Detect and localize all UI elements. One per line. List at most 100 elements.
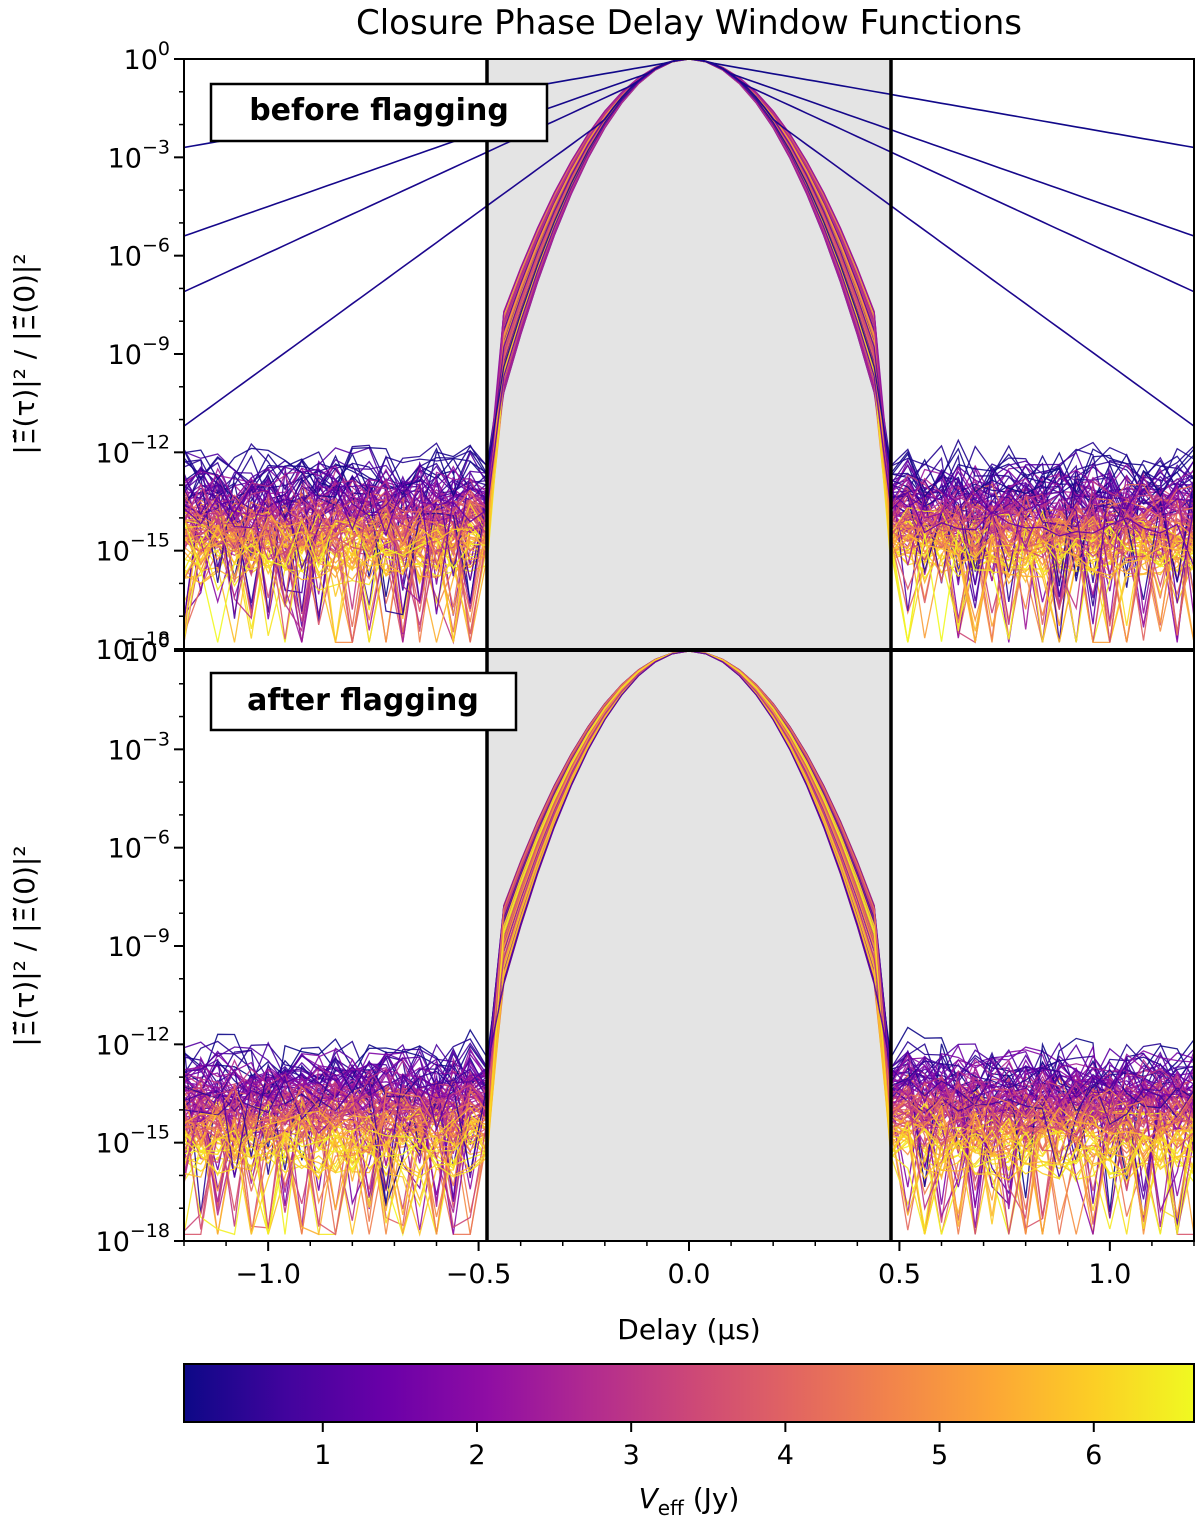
window-function-line xyxy=(184,651,1194,1207)
y-tick-label: 10−18 xyxy=(96,628,170,666)
panel-label-box: after flagging xyxy=(209,671,518,732)
window-function-line xyxy=(184,59,1194,616)
window-function-line xyxy=(184,59,1194,532)
window-function-line xyxy=(184,59,1194,602)
colorbar-tick-label: 5 xyxy=(931,1440,948,1471)
window-function-line xyxy=(184,651,1194,1227)
y-tick-label: 10−18 xyxy=(96,1220,170,1258)
panel-after-flagging: 100 10−3 10−6 10−9 10−12 10−15 10−18 −1.0 −0.5 0… xyxy=(8,630,1195,1346)
window-function-line xyxy=(184,59,1194,643)
window-function-line xyxy=(184,651,1194,1178)
y-tick-label: 10−9 xyxy=(108,925,170,963)
panel-label: before flagging xyxy=(249,93,509,128)
colorbar-bar xyxy=(183,1363,1195,1423)
y-tick-label: 10−12 xyxy=(96,431,170,469)
window-function-line xyxy=(184,59,1194,494)
y-tick-label: 10−9 xyxy=(108,333,170,371)
window-function-line xyxy=(184,59,1194,555)
outlier-window-line xyxy=(184,59,1194,427)
window-function-line xyxy=(184,651,1194,1202)
window-function-line xyxy=(184,651,1194,1235)
window-function-line xyxy=(184,651,1194,1108)
colorbar-tick-label: 3 xyxy=(623,1440,640,1471)
window-function-line xyxy=(184,59,1194,625)
x-tick-label: 0.5 xyxy=(878,1259,921,1290)
shaded-delay-window xyxy=(487,59,891,649)
y-tick-label: 10−12 xyxy=(96,1023,170,1061)
window-function-line xyxy=(184,651,1194,1236)
window-function-line xyxy=(184,59,1194,625)
window-function-line xyxy=(184,59,1194,643)
window-function-line xyxy=(184,651,1194,1211)
colorbar-tick-label: 1 xyxy=(314,1440,331,1471)
window-function-line xyxy=(184,651,1194,1190)
window-function-line xyxy=(184,59,1194,625)
colorbar-tick-label: 4 xyxy=(777,1440,794,1471)
y-tick-label: 10−6 xyxy=(108,827,170,865)
window-function-line xyxy=(184,59,1194,643)
window-function-line xyxy=(184,59,1194,624)
window-function-line xyxy=(184,651,1194,1174)
y-tick-label: 10−15 xyxy=(96,530,170,568)
window-function-line xyxy=(184,651,1194,1214)
window-function-line xyxy=(184,651,1194,1235)
window-function-line xyxy=(184,59,1194,643)
window-function-line xyxy=(184,59,1194,633)
window-function-line xyxy=(184,651,1194,1105)
x-tick-label: −0.5 xyxy=(446,1259,512,1290)
window-function-line xyxy=(184,651,1194,1237)
window-function-line xyxy=(184,651,1194,1114)
colorbar-tick-label: 6 xyxy=(1085,1440,1102,1471)
colorbar-label: Veff (Jy) xyxy=(639,1482,740,1520)
outlier-window-line xyxy=(184,59,1194,237)
chart-title: Closure Phase Delay Window Functions xyxy=(356,3,1022,43)
window-function-line xyxy=(184,59,1194,498)
window-function-line xyxy=(184,59,1194,623)
x-axis-label: Delay (μs) xyxy=(617,1313,760,1346)
x-tick-label: −1.0 xyxy=(235,1259,301,1290)
y-axis-label: |Ξ̃(τ)|² / |Ξ̃(0)|² xyxy=(8,845,41,1046)
colorbar-ticks: 1 2 3 4 5 6 xyxy=(314,1422,1102,1471)
window-function-line xyxy=(184,651,1194,1127)
window-function-line xyxy=(184,59,1194,618)
window-function-line xyxy=(184,651,1194,1235)
window-function-line xyxy=(184,651,1194,1235)
colorbar: 1 2 3 4 5 6 Veff (Jy) xyxy=(183,1363,1195,1520)
window-function-line xyxy=(184,651,1194,1210)
window-function-line xyxy=(184,651,1194,1132)
window-function-line xyxy=(184,59,1194,619)
panel-label: after flagging xyxy=(247,683,479,718)
x-tick-label: 1.0 xyxy=(1088,1259,1131,1290)
window-function-line xyxy=(184,59,1194,612)
window-function-line xyxy=(184,651,1194,1227)
window-function-line xyxy=(184,651,1194,1235)
x-axis-ticks: −1.0 −0.5 0.0 0.5 1.0 xyxy=(183,1241,1195,1290)
window-function-line xyxy=(184,651,1194,1235)
y-tick-label: 10−3 xyxy=(108,136,170,174)
y-tick-label: 10−6 xyxy=(108,235,170,273)
window-function-line xyxy=(184,651,1194,1235)
window-function-curves xyxy=(184,651,1194,1237)
panel-before-flagging: 100 10−3 10−6 10−9 10−12 10−15 10−18 before fl… xyxy=(8,38,1195,666)
y-tick-label: 10−15 xyxy=(96,1122,170,1160)
colorbar-tick-label: 2 xyxy=(468,1440,485,1471)
window-function-line xyxy=(184,651,1194,1235)
window-function-line xyxy=(184,59,1194,643)
window-function-line xyxy=(184,651,1194,1199)
window-function-line xyxy=(184,59,1194,643)
shaded-delay-window xyxy=(487,651,891,1241)
window-function-line xyxy=(184,59,1194,633)
y-tick-label: 10−3 xyxy=(108,728,170,766)
window-function-line xyxy=(184,651,1194,1210)
y-tick-label: 100 xyxy=(124,630,170,668)
window-function-line xyxy=(184,651,1194,1227)
window-function-line xyxy=(184,651,1194,1223)
window-function-line xyxy=(184,651,1194,1222)
window-function-line xyxy=(184,651,1194,1207)
window-function-line xyxy=(184,651,1194,1233)
x-tick-label: 0.0 xyxy=(668,1259,711,1290)
y-axis-ticks: 100 10−3 10−6 10−9 10−12 10−15 10−18 xyxy=(96,38,184,666)
window-function-line xyxy=(184,59,1194,643)
window-function-line xyxy=(184,59,1194,643)
